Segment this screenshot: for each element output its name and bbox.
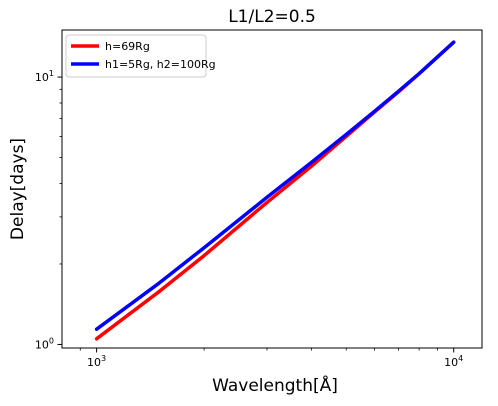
y-axis-label: Delay[days] <box>8 138 28 240</box>
chart-title: L1/L2=0.5 <box>228 7 316 27</box>
legend-box <box>65 34 207 78</box>
minor-ticks <box>59 88 438 351</box>
y-tick-label: 100 <box>35 336 54 351</box>
legend-label-h1-h2: h1=5Rg, h2=100Rg <box>105 58 216 71</box>
legend: h=69Rg h1=5Rg, h2=100Rg <box>65 34 216 78</box>
y-tick-label: 101 <box>35 69 54 84</box>
major-ticks: 103 104 100 101 <box>35 69 463 369</box>
plot-frame <box>61 29 483 349</box>
legend-label-h69: h=69Rg <box>105 40 150 53</box>
x-axis-label: Wavelength[Å] <box>212 374 338 396</box>
series-line-h1-h2 <box>94 40 456 331</box>
x-tick-label: 104 <box>444 354 463 369</box>
x-tick-label: 103 <box>87 354 106 369</box>
series-group <box>94 40 456 341</box>
